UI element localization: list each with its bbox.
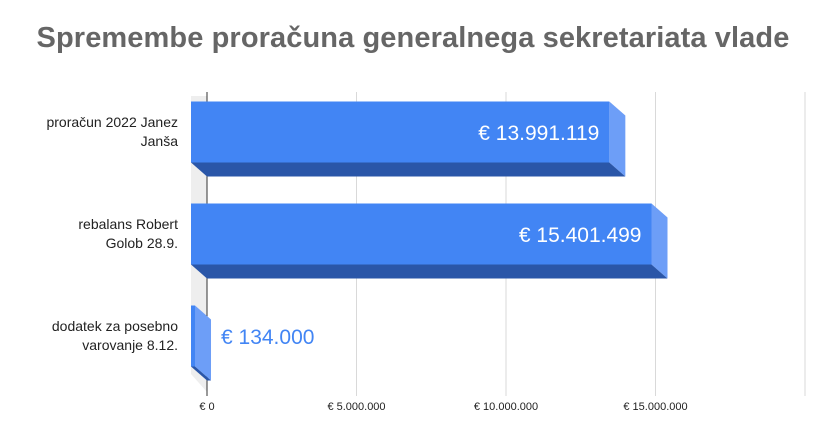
bar-data-label: € 134.000 [221,326,314,349]
bar-bottom-face [191,366,212,381]
chart-title: Spremembe proračuna generalnega sekretar… [36,22,790,54]
x-tick-label: € 10.000.000 [474,401,538,413]
x-tick-label: € 0 [199,401,214,413]
x-axis-tick-labels: € 0 € 5.000.000 € 10.000.000 € 15.000.000 [199,401,687,413]
category-label: rebalans Robert Golob 28.9. [78,216,178,251]
x-tick-label: € 5.000.000 [327,401,385,413]
bar [191,203,652,265]
bar-bottom-face [191,264,668,279]
bar-side-face [609,101,626,177]
bar-side-face [651,203,668,279]
bars: € 13.991.119 € 15.401.499 € 134.000 [191,101,668,381]
bar-bottom-face [191,162,626,177]
bar-data-label: € 13.991.119 [478,122,599,145]
bar [191,101,610,163]
bar-side-face [195,305,212,381]
category-label: proračun 2022 Janez Janša [46,114,178,149]
bar-data-label: € 15.401.499 [519,224,642,247]
bar [191,305,196,367]
category-labels: proračun 2022 Janez Janša rebalans Robert G… [46,114,178,353]
category-label: dodatek za posebno varovanje 8.12. [52,318,178,353]
x-tick-label: € 15.000.000 [623,401,687,413]
